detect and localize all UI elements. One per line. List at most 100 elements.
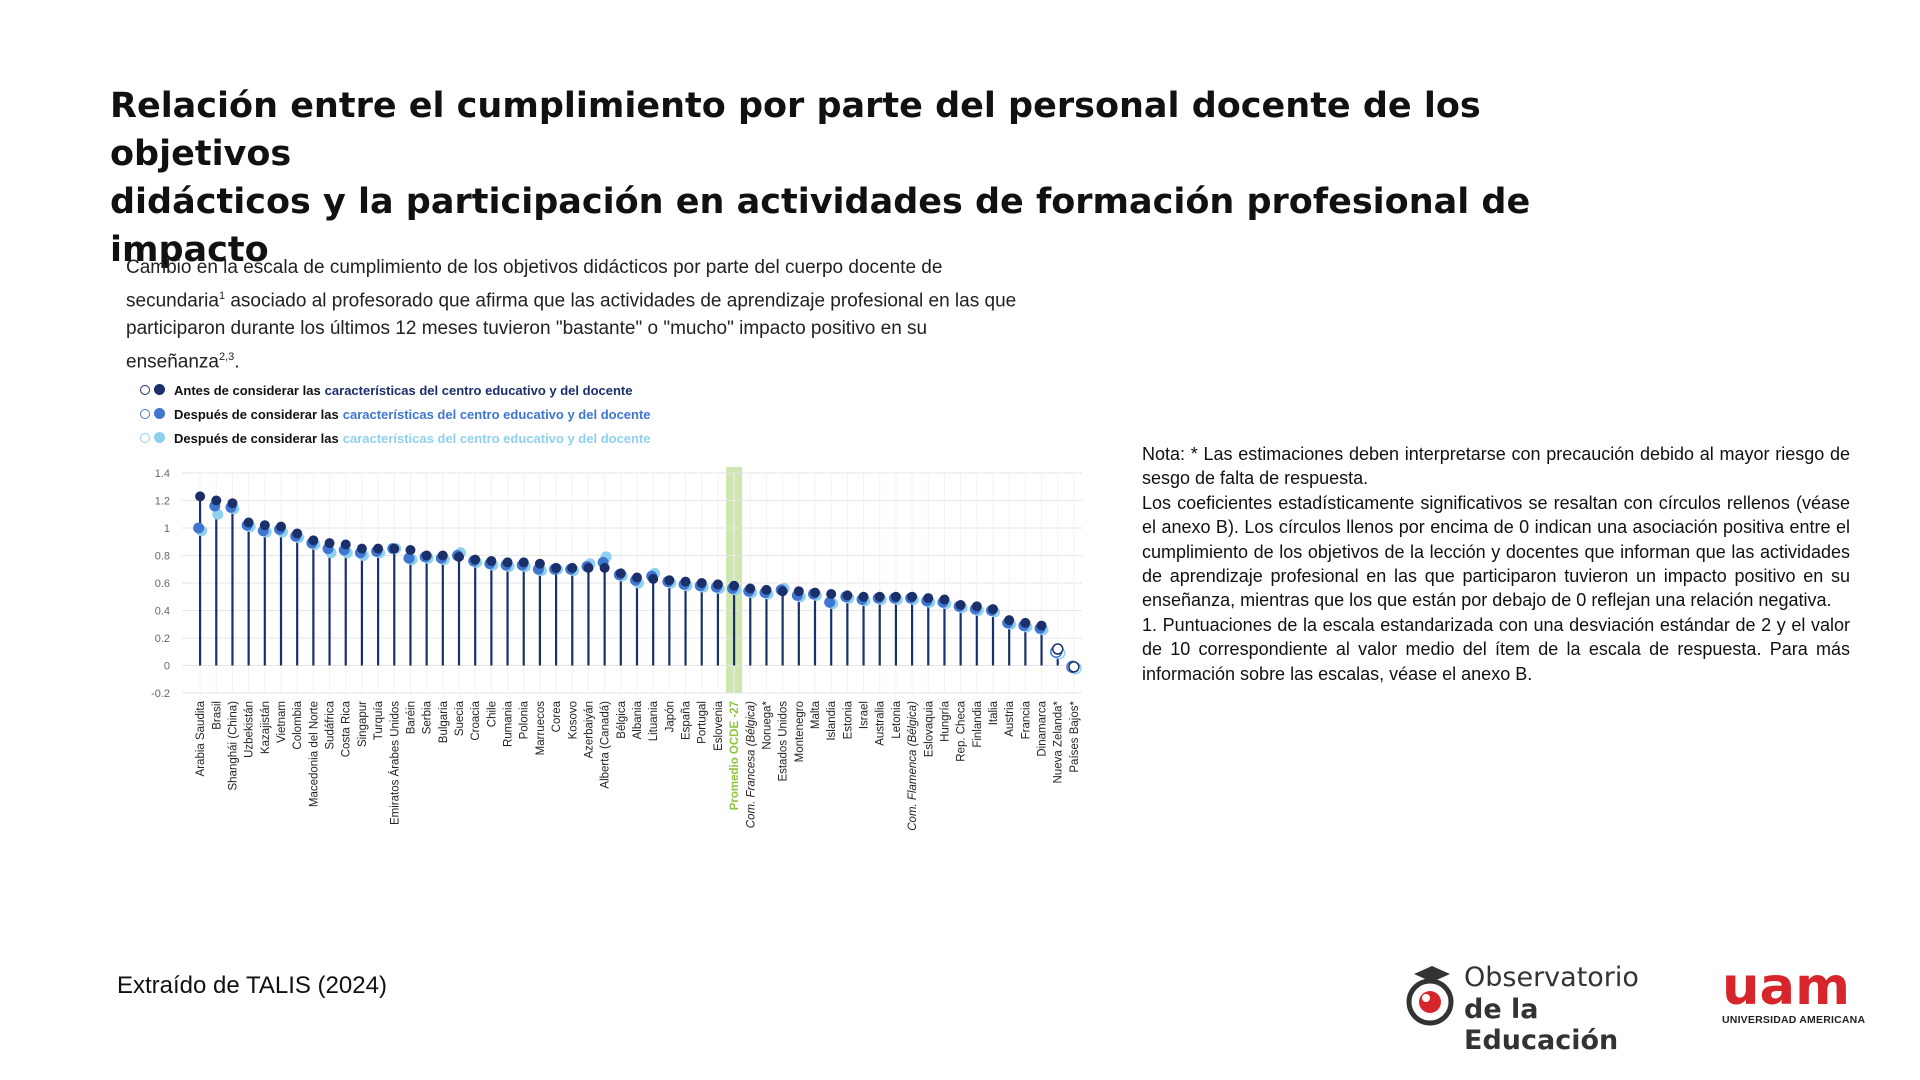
data-point [502,557,513,568]
x-category-label: Macedonia del Norte [308,701,320,807]
legend-label-highlight: características del centro educativo y d… [342,430,651,446]
data-point [1036,620,1047,631]
data-point [696,578,707,588]
x-category-label: Letonia [891,700,903,738]
data-point [826,589,837,599]
data-point [518,557,529,568]
y-tick-label: 0.8 [155,551,170,563]
legend-label-prefix: Después de considerar las [174,430,339,446]
data-point [824,596,836,608]
data-point [648,573,659,584]
x-category-label: Bulgaria [438,700,450,743]
legend-marker-light-blue [140,431,170,445]
data-point [971,601,982,612]
x-category-label: Italia [988,700,1000,725]
x-category-label: Arabia Saudita [195,700,207,776]
data-point [373,543,384,554]
data-point [534,558,545,569]
observatorio-name-line2: de la Educación [1464,994,1619,1056]
chart-caption-end: . [234,351,240,373]
observatorio-name-line1: Observatorio [1464,962,1639,993]
x-category-label: Estados Unidos [778,701,790,782]
legend-marker-mid-blue [140,407,170,421]
data-point [1004,615,1015,626]
data-point [907,591,918,602]
x-category-label: Kazajistán [260,701,272,754]
y-tick-label: 0.6 [155,578,170,590]
x-category-label: Dinamarca [1037,700,1049,756]
chart-caption: Cambio en la escala de cumplimiento de l… [126,254,1026,377]
y-tick-label: 1.4 [155,468,170,480]
y-tick-label: 1 [164,523,170,535]
x-category-label: Suecia [454,700,466,736]
data-point [890,591,901,602]
y-tick-label: -0.2 [151,688,170,700]
data-point [615,568,626,579]
data-point [193,522,205,534]
data-point [583,562,594,573]
x-category-label: Baréin [405,701,417,734]
data-point [470,554,481,565]
x-category-label: Eslovenia [713,700,725,750]
note-paragraph-2: Los coeficientes estadísticamente signif… [1142,492,1850,611]
data-point [340,539,351,550]
x-category-label: Montenegro [794,701,806,762]
x-category-label: Eslovaquia [923,700,935,757]
data-point [858,591,869,602]
x-category-label: Singapur [357,701,369,747]
legend-item-before: Antes de considerar las características … [140,378,651,402]
x-category-label: Islandia [826,700,838,740]
slide-title-line2: didácticos y la participación en activid… [110,182,1531,270]
observatorio-eye-icon [1406,966,1454,1026]
source-citation: Extraído de TALIS (2024) [117,972,387,999]
x-category-label: Israel [859,701,871,729]
data-point [955,600,966,610]
chart-caption-part2: asociado al profesorado que afirma que l… [126,290,1017,373]
data-point [842,590,853,601]
data-point [276,521,286,532]
data-point [243,517,254,528]
x-category-label: Países Bajos* [1069,700,1081,772]
data-point [308,535,319,546]
chart-caption-part1: Cambio en la escala de cumplimiento de l… [126,257,943,312]
legend-marker-navy [140,383,170,397]
chart-block: Cambio en la escala de cumplimiento de l… [110,250,1100,890]
x-category-label: Bélgica [616,700,628,738]
x-category-label: Estonia [842,700,854,739]
x-category-label: Uzbekistán [244,701,256,758]
svg-text:uam: uam [1722,962,1850,1008]
x-category-label: Corea [551,700,563,732]
x-category-label: Malta [810,700,822,729]
data-point [454,551,464,562]
data-point [939,594,950,605]
x-category-label: Com. Flamenca (Bélgica) [907,701,919,831]
x-category-label: Hungría [939,700,951,742]
data-point [793,586,804,597]
legend-item-after-2: Después de considerar las característica… [140,426,651,450]
data-point [777,586,788,597]
data-point [259,520,270,531]
data-point [599,562,610,573]
legend-label-highlight: características del centro educativo y d… [324,382,633,398]
x-category-label: Vietnam [276,701,288,743]
chart-legend: Antes de considerar las características … [140,378,651,450]
x-category-label: Noruega* [761,700,773,749]
y-tick-label: 0.4 [155,606,170,618]
data-point [195,491,206,502]
legend-label-prefix: Después de considerar las [174,406,339,422]
data-point [664,575,675,586]
uam-university-name: UNIVERSIDAD AMERICANA [1722,1014,1866,1026]
data-point [389,543,400,554]
data-point [324,538,335,549]
x-category-label: Croacia [470,700,482,740]
x-category-label: Colombia [292,700,304,749]
data-point [680,576,691,587]
x-category-label: Serbia [422,700,434,734]
data-point [874,591,885,602]
x-category-label: Costa Rica [341,700,353,757]
x-category-label: Alberta (Canadá) [600,701,612,789]
chart-caption-sup2: 2,3 [218,351,235,364]
x-category-label: Kosovo [567,701,579,739]
legend-label-highlight: características del centro educativo y d… [342,406,651,422]
observatorio-logo: Observatorio de la Educación [1402,960,1682,1056]
